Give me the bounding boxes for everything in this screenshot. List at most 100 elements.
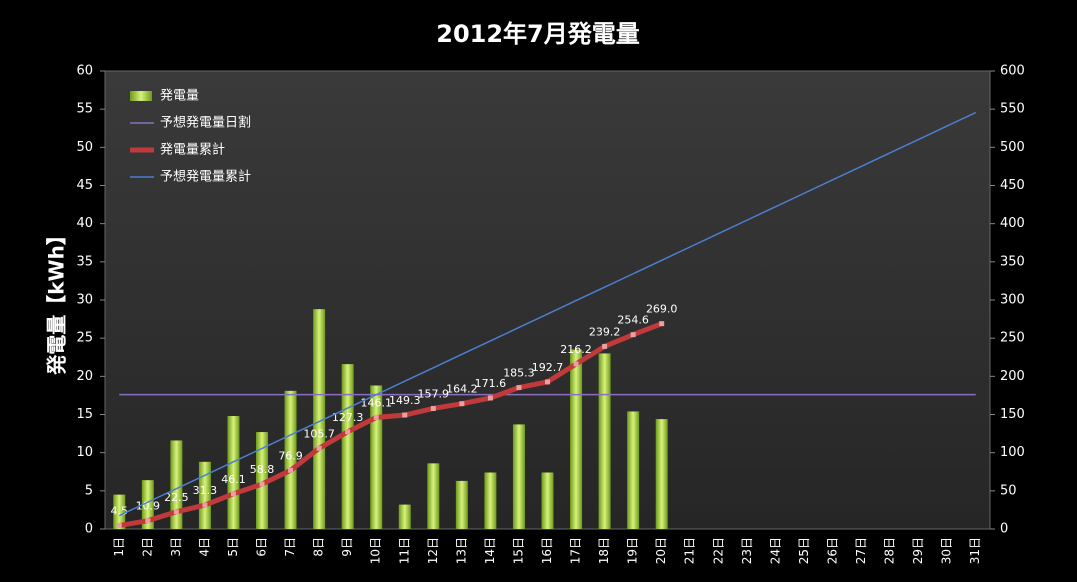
y2-tick-label: 0 xyxy=(1000,522,1008,537)
bar xyxy=(198,461,211,529)
data-label: 58.8 xyxy=(250,463,275,476)
y-tick-label: 10 xyxy=(76,445,93,460)
x-tick-label: 26日 xyxy=(825,537,839,564)
bar xyxy=(341,364,354,529)
marker xyxy=(430,405,436,411)
legend-label: 予想発電量累計 xyxy=(160,169,251,185)
data-label: 127.3 xyxy=(332,411,364,424)
x-tick-label: 18日 xyxy=(597,537,611,564)
y2-tick-label: 600 xyxy=(1000,64,1025,79)
marker xyxy=(487,395,493,401)
x-tick-label: 3日 xyxy=(169,537,183,557)
y-tick-label: 50 xyxy=(76,140,93,155)
x-tick-label: 7日 xyxy=(283,537,297,557)
x-tick-label: 22日 xyxy=(711,537,725,564)
data-label: 192.7 xyxy=(532,361,564,374)
x-tick-label: 4日 xyxy=(197,537,211,557)
y-tick-label: 30 xyxy=(76,293,93,308)
data-label: 105.7 xyxy=(303,427,335,440)
data-label: 22.5 xyxy=(164,491,189,504)
y2-tick-label: 100 xyxy=(1000,445,1025,460)
marker xyxy=(459,401,465,407)
legend-label: 発電量累計 xyxy=(160,142,225,158)
y-tick-label: 35 xyxy=(76,254,93,269)
y2-tick-label: 450 xyxy=(1000,178,1025,193)
y-tick-label: 20 xyxy=(76,369,93,384)
marker xyxy=(230,491,236,497)
data-label: 171.6 xyxy=(475,377,507,390)
x-tick-label: 28日 xyxy=(883,537,897,564)
bar xyxy=(484,472,497,529)
x-tick-label: 14日 xyxy=(483,537,497,564)
data-label: 4.5 xyxy=(111,505,129,518)
marker xyxy=(202,502,208,508)
marker xyxy=(173,509,179,515)
bar xyxy=(541,472,554,529)
bar xyxy=(227,416,240,529)
y-tick-label: 60 xyxy=(76,64,93,79)
legend-label: 発電量 xyxy=(160,89,199,104)
x-tick-label: 15日 xyxy=(511,537,525,564)
y-tick-label: 40 xyxy=(76,216,93,231)
x-tick-label: 6日 xyxy=(255,537,269,557)
x-tick-label: 10日 xyxy=(369,537,383,564)
y2-tick-label: 200 xyxy=(1000,369,1025,384)
bar xyxy=(113,494,126,529)
x-tick-label: 20日 xyxy=(654,537,668,564)
x-tick-label: 16日 xyxy=(540,537,554,564)
x-tick-label: 24日 xyxy=(768,537,782,564)
bar xyxy=(627,411,640,529)
marker xyxy=(402,412,408,418)
y-tick-label: 15 xyxy=(76,407,93,422)
data-label: 10.9 xyxy=(136,500,161,513)
y-tick-label: 5 xyxy=(85,483,93,498)
marker xyxy=(516,385,522,391)
x-tick-label: 21日 xyxy=(683,537,697,564)
bar xyxy=(313,309,326,529)
marker xyxy=(259,481,265,487)
bar xyxy=(427,463,440,529)
marker xyxy=(630,332,636,338)
y2-tick-label: 350 xyxy=(1000,254,1025,269)
data-label: 31.3 xyxy=(193,484,218,497)
bar xyxy=(655,419,668,529)
line xyxy=(118,321,663,529)
marker xyxy=(373,414,379,420)
x-tick-label: 8日 xyxy=(312,537,326,557)
bar xyxy=(170,440,183,529)
marker xyxy=(145,518,151,524)
marker xyxy=(545,379,550,385)
x-tick-label: 11日 xyxy=(397,537,411,564)
x-tick-label: 29日 xyxy=(911,537,925,564)
data-label: 146.1 xyxy=(360,396,392,409)
marker xyxy=(602,343,608,349)
bar xyxy=(284,390,297,529)
marker xyxy=(316,445,322,451)
y2-tick-label: 400 xyxy=(1000,216,1025,231)
data-label: 269.0 xyxy=(646,303,678,316)
legend-swatch xyxy=(130,91,152,101)
y-axis-label: 発電量【kWh】 xyxy=(45,225,69,376)
y2-tick-label: 300 xyxy=(1000,293,1025,308)
x-tick-label: 25日 xyxy=(797,537,811,564)
data-label: 185.3 xyxy=(503,367,535,380)
data-label: 157.9 xyxy=(418,387,450,400)
bar xyxy=(141,480,154,529)
x-tick-label: 12日 xyxy=(426,537,440,564)
x-tick-label: 30日 xyxy=(940,537,954,564)
x-tick-label: 13日 xyxy=(454,537,468,564)
x-tick-label: 31日 xyxy=(968,537,982,564)
chart-title: 2012年7月発電量 xyxy=(436,20,640,48)
bar xyxy=(512,424,525,529)
y-tick-label: 45 xyxy=(76,178,93,193)
marker xyxy=(659,321,665,327)
marker xyxy=(573,361,579,367)
marker xyxy=(116,523,122,529)
bar xyxy=(455,480,468,529)
data-label: 216.2 xyxy=(560,343,592,356)
x-tick-label: 9日 xyxy=(340,537,354,557)
marker xyxy=(345,429,351,435)
x-tick-label: 1日 xyxy=(112,537,126,557)
data-label: 254.6 xyxy=(617,314,649,327)
